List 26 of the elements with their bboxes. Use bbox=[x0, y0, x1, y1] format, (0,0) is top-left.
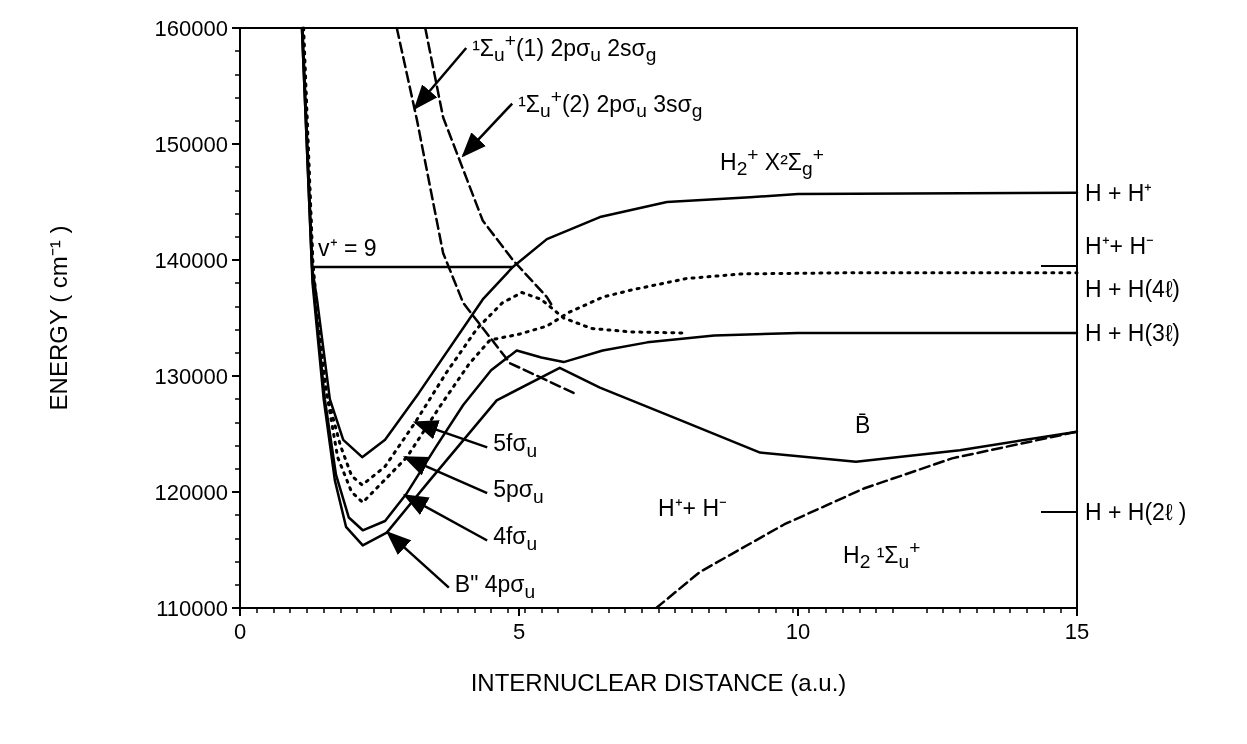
y-axis-title: ENERGY ( cm⁻¹ ) bbox=[44, 225, 72, 411]
x-tick-label: 15 bbox=[1064, 618, 1090, 644]
annotation: ¹Σ$_{u}$$^{+}$(1) 2pσ$_{u}$ 2sσ$_{g}$ bbox=[472, 28, 657, 68]
y-tick-label: 140000 bbox=[154, 247, 228, 273]
annotation: v⁺ = 9 bbox=[318, 234, 377, 264]
y-tick-label: 130000 bbox=[154, 363, 228, 389]
y-tick-label: 160000 bbox=[154, 15, 228, 41]
x-tick-label: 10 bbox=[785, 618, 811, 644]
y-tick-label: 150000 bbox=[154, 131, 228, 157]
annotation: H + H(4ℓ) bbox=[1085, 274, 1180, 304]
text: H + H(2ℓ ) bbox=[1085, 498, 1187, 527]
annotation: H + H(3ℓ) bbox=[1085, 319, 1180, 349]
annotation: 4fσ$_{u}$ bbox=[493, 522, 538, 557]
annotation: H + H⁺ bbox=[1085, 178, 1153, 208]
annotation: B" 4pσ$_{u}$ bbox=[454, 569, 536, 604]
annotation: 5pσ$_{u}$ bbox=[493, 475, 544, 509]
x-tick-label: 5 bbox=[512, 618, 526, 644]
annotation: H⁺+ H⁻ bbox=[658, 494, 728, 523]
annotation: ¹Σ$_{u}$$^{+}$(2) 2pσ$_{u}$ 3sσ$_{g}$ bbox=[518, 84, 703, 123]
text: H⁺+ H⁻ bbox=[1085, 232, 1155, 261]
x-axis-title: INTERNUCLEAR DISTANCE (a.u.) bbox=[470, 668, 847, 696]
y-tick-label: 110000 bbox=[156, 595, 228, 621]
annotation: 5fσ$_{u}$ bbox=[493, 429, 538, 464]
x-tick-label: 0 bbox=[233, 618, 247, 644]
annotation: B̄ bbox=[855, 411, 871, 440]
y-tick-label: 120000 bbox=[154, 479, 228, 505]
